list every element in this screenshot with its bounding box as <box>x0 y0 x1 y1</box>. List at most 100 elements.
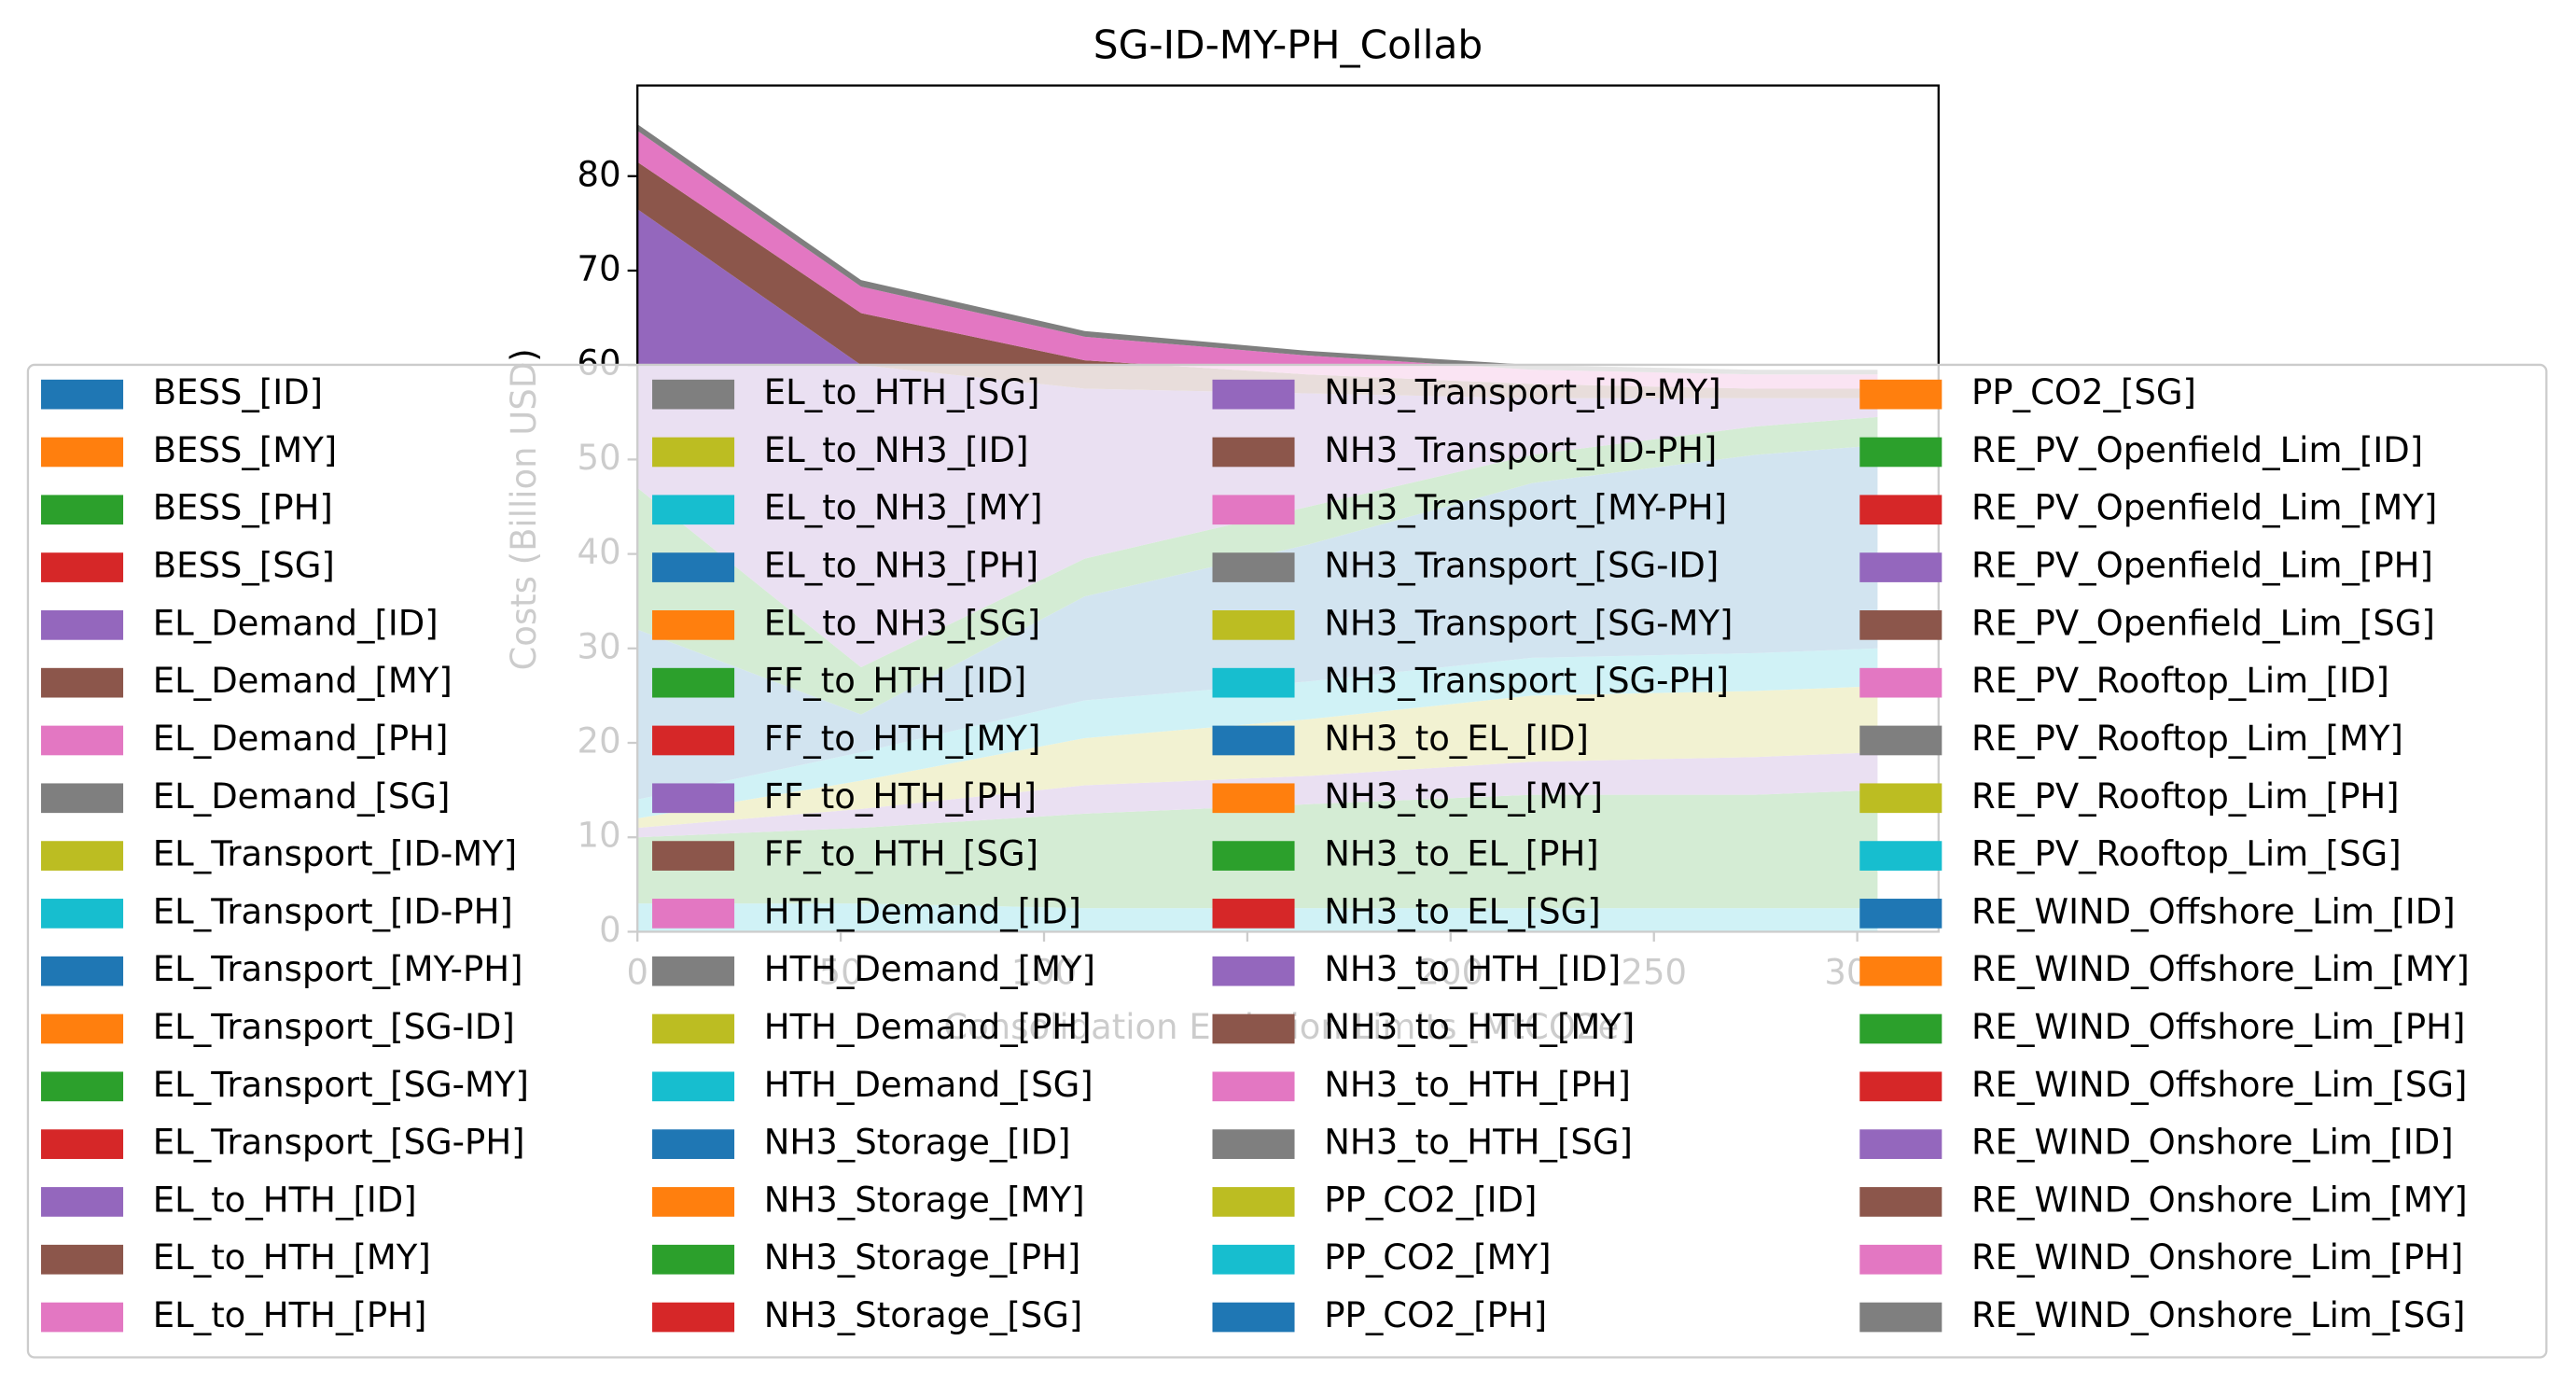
legend-swatch <box>41 610 124 640</box>
legend-swatch <box>1859 1244 1942 1275</box>
legend-label: EL_Transport_[SG-PH] <box>153 1123 525 1163</box>
legend-label: PP_CO2_[SG] <box>1971 372 2196 412</box>
legend-swatch <box>1212 1244 1295 1275</box>
legend-swatch <box>1212 1071 1295 1102</box>
legend-label: NH3_Transport_[SG-ID] <box>1324 546 1719 586</box>
legend-swatch <box>1859 495 1942 525</box>
legend-swatch <box>1212 552 1295 582</box>
legend-swatch <box>1212 1302 1295 1333</box>
legend-swatch <box>652 1071 735 1102</box>
legend-label: RE_WIND_Onshore_Lim_[SG] <box>1971 1295 2465 1335</box>
legend-label: BESS_[MY] <box>153 430 337 470</box>
legend-label: NH3_to_EL_[MY] <box>1324 776 1603 817</box>
legend-swatch <box>1212 899 1295 929</box>
legend-label: PP_CO2_[ID] <box>1324 1180 1537 1220</box>
legend: BESS_[ID] BESS_[MY] BESS_[PH] BESS_[SG] EL_D… <box>26 363 2548 1359</box>
legend-label: NH3_Storage_[PH] <box>764 1237 1081 1278</box>
legend-swatch <box>652 1302 735 1333</box>
legend-swatch <box>41 437 124 468</box>
legend-swatch <box>41 899 124 929</box>
legend-label: HTH_Demand_[ID] <box>764 891 1081 931</box>
legend-label: EL_to_HTH_[ID] <box>153 1180 417 1220</box>
legend-label: BESS_[ID] <box>153 372 323 412</box>
legend-label: HTH_Demand_[MY] <box>764 949 1095 989</box>
legend-swatch <box>652 1013 735 1044</box>
legend-label: RE_WIND_Offshore_Lim_[MY] <box>1971 949 2470 989</box>
legend-swatch <box>1859 667 1942 698</box>
legend-swatch <box>652 725 735 756</box>
legend-swatch <box>41 1187 124 1217</box>
legend-swatch <box>1859 1187 1942 1217</box>
legend-label: RE_PV_Openfield_Lim_[MY] <box>1971 488 2437 528</box>
legend-swatch <box>652 899 735 929</box>
chart-title: SG-ID-MY-PH_Collab <box>1093 22 1483 68</box>
legend-label: EL_Demand_[PH] <box>153 719 449 759</box>
legend-label: RE_PV_Openfield_Lim_[SG] <box>1971 603 2435 643</box>
area <box>637 131 1878 389</box>
legend-label: NH3_to_EL_[SG] <box>1324 891 1600 931</box>
legend-label: EL_to_HTH_[SG] <box>764 372 1040 412</box>
legend-swatch <box>1212 610 1295 640</box>
legend-swatch <box>652 552 735 582</box>
legend-swatch <box>1859 1302 1942 1333</box>
legend-label: RE_WIND_Offshore_Lim_[PH] <box>1971 1007 2465 1047</box>
legend-swatch <box>1859 610 1942 640</box>
legend-swatch <box>41 495 124 525</box>
legend-label: RE_WIND_Onshore_Lim_[ID] <box>1971 1123 2454 1163</box>
legend-swatch <box>1212 841 1295 871</box>
legend-swatch <box>652 379 735 410</box>
y-tick-label: 70 <box>578 248 621 288</box>
y-tick-label: 80 <box>578 154 621 194</box>
legend-label: RE_PV_Openfield_Lim_[PH] <box>1971 546 2433 586</box>
legend-label: HTH_Demand_[PH] <box>764 1007 1092 1047</box>
legend-label: EL_Transport_[SG-MY] <box>153 1065 529 1105</box>
legend-swatch <box>41 1013 124 1044</box>
legend-swatch <box>41 552 124 582</box>
legend-label: EL_to_HTH_[PH] <box>153 1295 427 1335</box>
legend-label: EL_to_NH3_[ID] <box>764 430 1029 470</box>
legend-swatch <box>1212 437 1295 468</box>
legend-swatch <box>652 610 735 640</box>
legend-swatch <box>41 956 124 986</box>
legend-swatch <box>41 667 124 698</box>
legend-swatch <box>652 667 735 698</box>
legend-swatch <box>1212 379 1295 410</box>
legend-label: NH3_Transport_[ID-MY] <box>1324 372 1720 412</box>
legend-swatch <box>1859 725 1942 756</box>
legend-swatch <box>41 379 124 410</box>
legend-label: NH3_Transport_[ID-PH] <box>1324 430 1717 470</box>
legend-swatch <box>1212 1187 1295 1217</box>
legend-label: NH3_to_EL_[ID] <box>1324 719 1589 759</box>
legend-label: NH3_Storage_[MY] <box>764 1180 1085 1220</box>
legend-swatch <box>652 495 735 525</box>
legend-label: RE_WIND_Offshore_Lim_[ID] <box>1971 891 2456 931</box>
legend-label: PP_CO2_[PH] <box>1324 1295 1547 1335</box>
legend-label: NH3_to_HTH_[SG] <box>1324 1123 1633 1163</box>
legend-label: RE_PV_Rooftop_Lim_[SG] <box>1971 834 2402 874</box>
legend-swatch <box>41 783 124 814</box>
legend-swatch <box>41 1244 124 1275</box>
legend-label: EL_to_NH3_[PH] <box>764 546 1038 586</box>
legend-label: NH3_Storage_[ID] <box>764 1123 1071 1163</box>
legend-swatch <box>652 841 735 871</box>
legend-label: RE_WIND_Onshore_Lim_[PH] <box>1971 1237 2463 1278</box>
legend-label: EL_Transport_[ID-MY] <box>153 834 517 874</box>
legend-label: FF_to_HTH_[ID] <box>764 661 1027 701</box>
legend-swatch <box>1212 667 1295 698</box>
legend-label: BESS_[SG] <box>153 546 335 586</box>
legend-label: EL_Demand_[SG] <box>153 776 451 817</box>
legend-label: NH3_to_HTH_[PH] <box>1324 1065 1631 1105</box>
legend-swatch <box>1212 1129 1295 1159</box>
legend-swatch <box>1212 495 1295 525</box>
legend-swatch <box>1212 956 1295 986</box>
legend-label: EL_Transport_[ID-PH] <box>153 891 513 931</box>
legend-label: EL_to_NH3_[SG] <box>764 603 1040 643</box>
legend-label: NH3_Transport_[SG-PH] <box>1324 661 1729 701</box>
area <box>637 161 1878 398</box>
legend-swatch <box>652 1244 735 1275</box>
legend-swatch <box>1212 725 1295 756</box>
legend-label: BESS_[PH] <box>153 488 333 528</box>
legend-label: NH3_to_HTH_[MY] <box>1324 1007 1635 1047</box>
legend-label: PP_CO2_[MY] <box>1324 1237 1551 1278</box>
